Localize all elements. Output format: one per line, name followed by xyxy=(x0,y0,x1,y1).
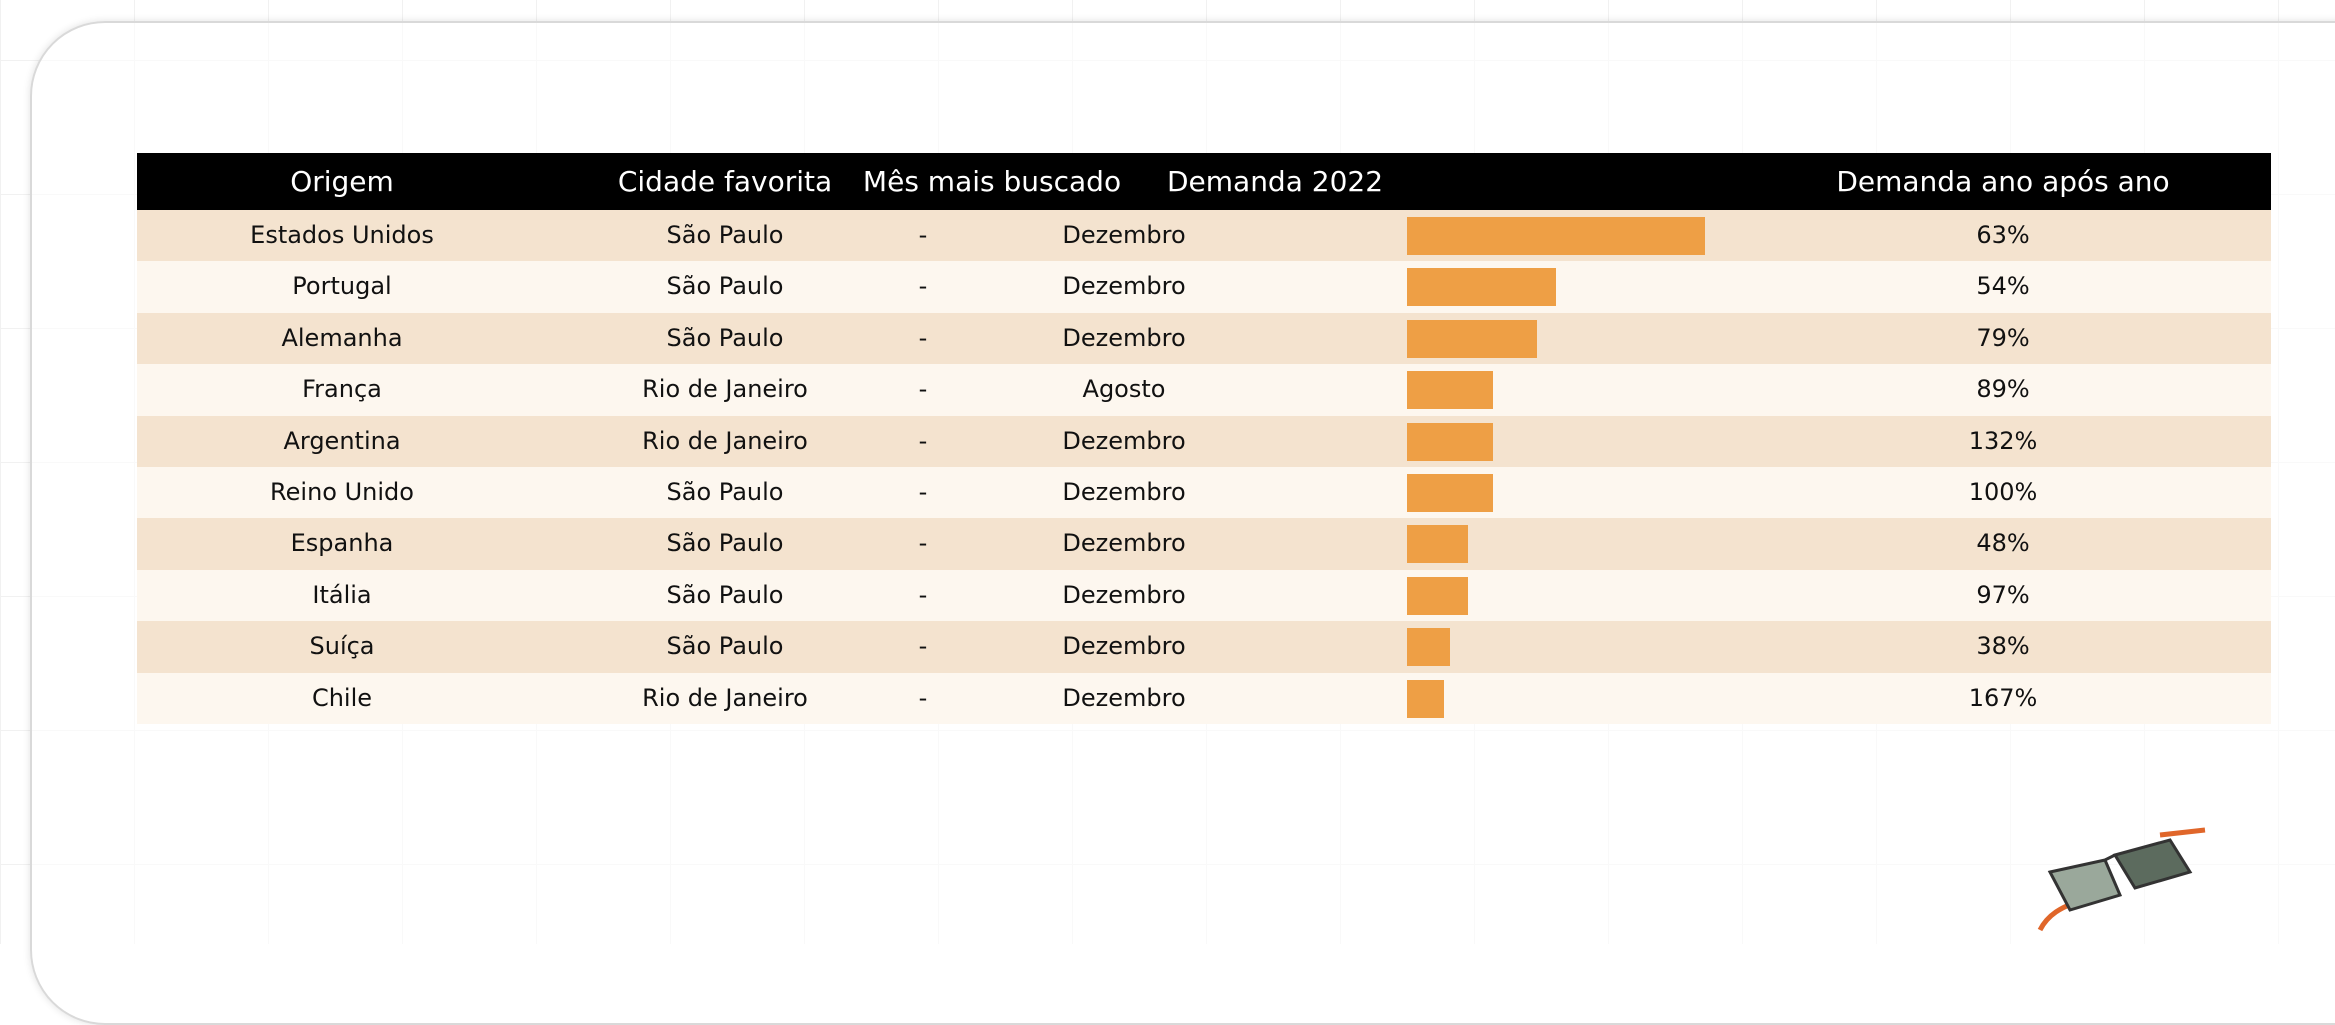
demand-bar xyxy=(1407,423,1493,461)
demand-bar xyxy=(1407,577,1468,615)
demand-bar xyxy=(1407,525,1468,563)
month-cell: Dezembro xyxy=(1062,570,1185,621)
origin-cell: Argentina xyxy=(283,416,400,467)
header-cell: Origem xyxy=(290,153,394,210)
dash-cell: - xyxy=(919,621,928,672)
city-cell: São Paulo xyxy=(667,467,784,518)
demand-bar xyxy=(1407,320,1537,358)
header-cell: Demanda 2022 xyxy=(1167,153,1383,210)
dash-cell: - xyxy=(919,673,928,724)
table-row: Portugal São Paulo - Dezembro 54% xyxy=(137,261,2271,312)
yoy-cell: 63% xyxy=(1976,210,2029,261)
yoy-cell: 100% xyxy=(1969,467,2038,518)
header-cell: Mês mais buscado xyxy=(863,153,1121,210)
header-cell: Cidade favorita xyxy=(618,153,832,210)
city-cell: São Paulo xyxy=(667,261,784,312)
yoy-cell: 48% xyxy=(1976,518,2029,569)
yoy-cell: 79% xyxy=(1976,313,2029,364)
table-row: Itália São Paulo - Dezembro 97% xyxy=(137,570,2271,621)
month-cell: Dezembro xyxy=(1062,518,1185,569)
month-cell: Dezembro xyxy=(1062,261,1185,312)
city-cell: Rio de Janeiro xyxy=(642,673,808,724)
yoy-cell: 167% xyxy=(1969,673,2038,724)
yoy-cell: 54% xyxy=(1976,261,2029,312)
city-cell: São Paulo xyxy=(667,621,784,672)
table-header: Origem Cidade favorita Mês mais buscado Dem… xyxy=(137,153,2271,210)
yoy-cell: 97% xyxy=(1976,570,2029,621)
demand-bar xyxy=(1407,680,1444,718)
yoy-cell: 38% xyxy=(1976,621,2029,672)
city-cell: São Paulo xyxy=(667,570,784,621)
month-cell: Agosto xyxy=(1083,364,1166,415)
table-row: França Rio de Janeiro - Agosto 89% xyxy=(137,364,2271,415)
origin-cell: Espanha xyxy=(291,518,394,569)
origin-cell: Estados Unidos xyxy=(250,210,434,261)
dash-cell: - xyxy=(919,467,928,518)
table-row: Suíça São Paulo - Dezembro 38% xyxy=(137,621,2271,672)
dash-cell: - xyxy=(919,570,928,621)
demand-bar xyxy=(1407,217,1705,255)
demand-bar xyxy=(1407,474,1493,512)
origin-cell: Alemanha xyxy=(281,313,402,364)
origin-cell: Chile xyxy=(312,673,372,724)
city-cell: Rio de Janeiro xyxy=(642,364,808,415)
origin-cell: Reino Unido xyxy=(270,467,414,518)
month-cell: Dezembro xyxy=(1062,673,1185,724)
table-row: Argentina Rio de Janeiro - Dezembro 132% xyxy=(137,416,2271,467)
origin-cell: Suíça xyxy=(309,621,374,672)
sunglasses-icon xyxy=(2010,810,2220,940)
table-row: Alemanha São Paulo - Dezembro 79% xyxy=(137,313,2271,364)
origin-cell: Itália xyxy=(312,570,371,621)
dash-cell: - xyxy=(919,313,928,364)
city-cell: São Paulo xyxy=(667,313,784,364)
demand-bar xyxy=(1407,371,1493,409)
header-cell: Demanda ano após ano xyxy=(1836,153,2169,210)
table-row: Espanha São Paulo - Dezembro 48% xyxy=(137,518,2271,569)
dash-cell: - xyxy=(919,416,928,467)
origin-cell: França xyxy=(302,364,382,415)
city-cell: São Paulo xyxy=(667,518,784,569)
table-row: Estados Unidos São Paulo - Dezembro 63% xyxy=(137,210,2271,261)
city-cell: São Paulo xyxy=(667,210,784,261)
demand-bar xyxy=(1407,628,1450,666)
origin-cell: Portugal xyxy=(292,261,391,312)
month-cell: Dezembro xyxy=(1062,313,1185,364)
dash-cell: - xyxy=(919,518,928,569)
month-cell: Dezembro xyxy=(1062,621,1185,672)
table-row: Chile Rio de Janeiro - Dezembro 167% xyxy=(137,673,2271,724)
yoy-cell: 132% xyxy=(1969,416,2038,467)
yoy-cell: 89% xyxy=(1976,364,2029,415)
page: Origem Cidade favorita Mês mais buscado Dem… xyxy=(0,0,2335,944)
city-cell: Rio de Janeiro xyxy=(642,416,808,467)
month-cell: Dezembro xyxy=(1062,416,1185,467)
month-cell: Dezembro xyxy=(1062,210,1185,261)
demand-bar xyxy=(1407,268,1556,306)
dash-cell: - xyxy=(919,210,928,261)
dash-cell: - xyxy=(919,364,928,415)
month-cell: Dezembro xyxy=(1062,467,1185,518)
dash-cell: - xyxy=(919,261,928,312)
table-row: Reino Unido São Paulo - Dezembro 100% xyxy=(137,467,2271,518)
table: Origem Cidade favorita Mês mais buscado Dem… xyxy=(137,153,2271,724)
